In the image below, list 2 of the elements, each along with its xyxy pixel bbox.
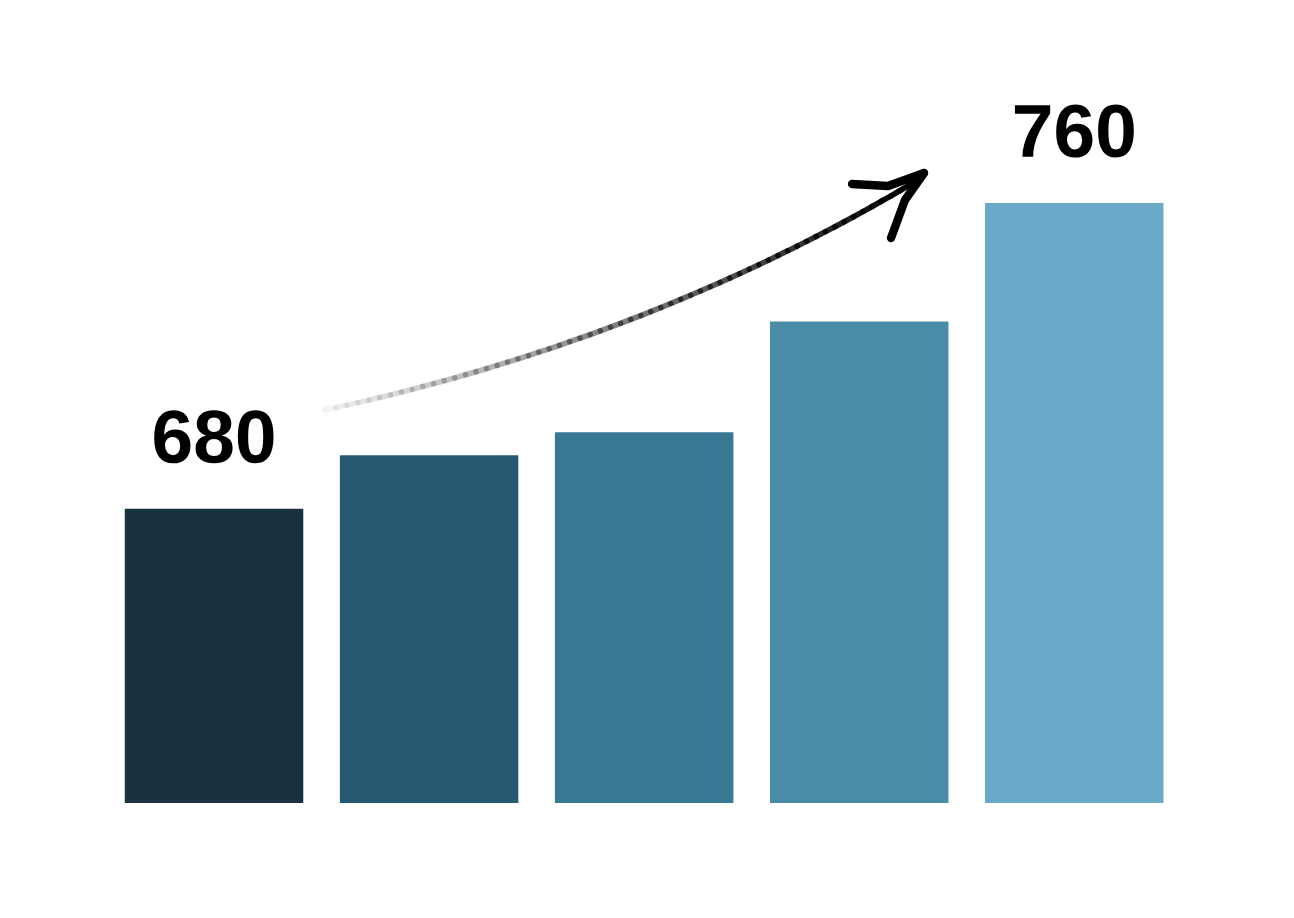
data-label: 680 (154, 410, 274, 464)
data-label: 760 (1014, 104, 1134, 158)
